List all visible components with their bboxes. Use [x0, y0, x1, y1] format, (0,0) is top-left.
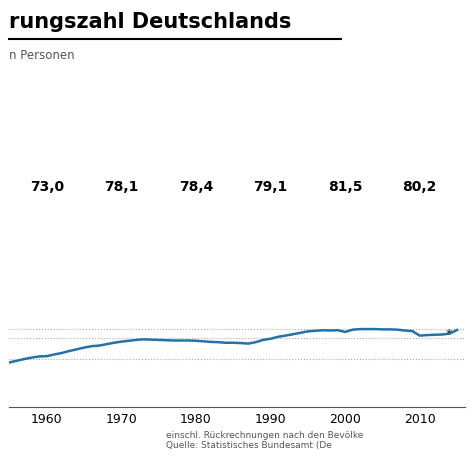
Text: Quelle: Statistisches Bundesamt (De: Quelle: Statistisches Bundesamt (De	[166, 441, 332, 450]
Text: rungszahl Deutschlands: rungszahl Deutschlands	[9, 12, 292, 31]
Text: 81,5: 81,5	[328, 181, 363, 194]
Text: *: *	[446, 328, 452, 341]
Text: einschl. Rückrechnungen nach den Bevölke: einschl. Rückrechnungen nach den Bevölke	[166, 431, 363, 439]
Text: 78,4: 78,4	[179, 181, 213, 194]
Text: 73,0: 73,0	[30, 181, 64, 194]
Text: 80,2: 80,2	[402, 181, 437, 194]
Text: 79,1: 79,1	[254, 181, 288, 194]
Text: 78,1: 78,1	[104, 181, 138, 194]
Text: n Personen: n Personen	[9, 49, 75, 62]
